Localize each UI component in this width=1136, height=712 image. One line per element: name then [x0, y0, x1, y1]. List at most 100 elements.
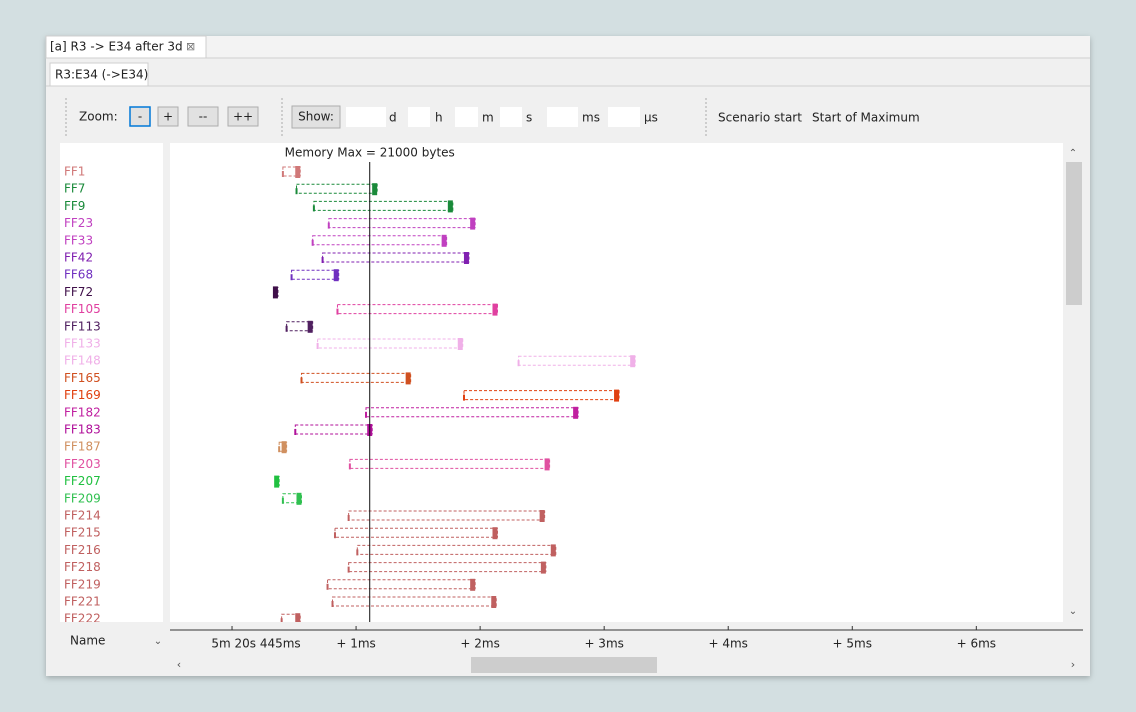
time-input[interactable] [346, 107, 386, 127]
timeline-area [170, 143, 1063, 622]
alloc-start [331, 601, 334, 607]
tick-label: 5m 20s 445ms [211, 637, 300, 651]
row-name: FF23 [64, 216, 93, 230]
unit-label: d [389, 111, 397, 125]
time-input[interactable] [408, 107, 430, 127]
row-name: FF214 [64, 509, 101, 523]
close-icon[interactable]: ⊠ [186, 40, 195, 53]
row-name: FF209 [64, 491, 101, 505]
alloc-end [295, 613, 301, 622]
row-name: FF222 [64, 612, 101, 626]
alloc-end [295, 166, 301, 178]
zoom-button-label: + [163, 110, 173, 124]
alloc-start [281, 171, 284, 177]
alloc-start [294, 429, 297, 435]
alloc-start [348, 463, 351, 470]
link[interactable]: Start of Maximum [812, 111, 920, 125]
zoom-button[interactable] [157, 106, 179, 127]
alloc-end [441, 234, 447, 247]
row-name: FF169 [64, 388, 101, 402]
alloc-start [517, 360, 520, 367]
alloc-start [327, 222, 330, 229]
row-name: FF9 [64, 199, 85, 213]
row-name: FF72 [64, 285, 93, 299]
alloc-start [300, 377, 303, 384]
alloc-end [630, 355, 636, 368]
dropdown[interactable]: ⌄ [154, 636, 162, 647]
alloc-end [307, 320, 313, 333]
alloc-end [447, 200, 453, 213]
alloc-end [272, 286, 278, 299]
alloc-end [539, 510, 545, 522]
zoom-button-label: ++ [233, 110, 253, 124]
alloc-span [463, 390, 620, 401]
alloc-start [290, 274, 293, 281]
scroll-left[interactable]: ‹ [177, 658, 181, 671]
tab-bar [46, 36, 1090, 58]
alloc-end [405, 372, 411, 385]
alloc-end [274, 475, 280, 488]
alloc-end [540, 561, 546, 574]
link[interactable]: Scenario start [718, 111, 802, 125]
row-name: FF207 [64, 474, 101, 488]
time-input[interactable] [608, 107, 640, 127]
row-name: FF182 [64, 405, 101, 419]
alloc-end [550, 544, 556, 557]
scroll-right[interactable]: › [1071, 658, 1075, 671]
zoom-label: Zoom: [79, 110, 118, 124]
row-name: FF33 [64, 233, 93, 247]
alloc-start [326, 583, 329, 590]
memory-max-label: Memory Max = 21000 bytes [285, 146, 455, 160]
alloc-start [312, 205, 315, 212]
row-name: FF216 [64, 543, 101, 557]
scroll-down[interactable]: ⌄ [1069, 606, 1077, 617]
tick-label: + 4ms [708, 637, 747, 651]
tick-label: + 5ms [833, 637, 872, 651]
show-button[interactable] [291, 105, 341, 129]
alloc-span [317, 338, 464, 349]
alloc-start [356, 549, 359, 556]
alloc-end [470, 217, 476, 230]
view-tab-title: R3:E34 (->E34) [55, 68, 148, 82]
alloc-start [316, 343, 319, 349]
alloc-start [278, 446, 281, 453]
alloc-end [614, 389, 620, 402]
row-name: FF218 [64, 560, 101, 574]
time-input[interactable] [547, 107, 578, 127]
zoom-button[interactable] [187, 106, 219, 127]
row-name: FF1 [64, 165, 85, 179]
row-name: FF219 [64, 577, 101, 591]
alloc-end [492, 527, 498, 540]
show-button-label: Show: [298, 110, 334, 124]
row-name: FF148 [64, 354, 101, 368]
row-name: FF187 [64, 440, 101, 454]
alloc-start [364, 411, 367, 418]
row-name: FF133 [64, 337, 101, 351]
alloc-start [321, 257, 324, 263]
zoom-button[interactable] [129, 106, 151, 127]
unit-label: h [435, 111, 443, 125]
row-name: FF42 [64, 251, 93, 265]
row-name: FF113 [64, 319, 101, 333]
alloc-start [347, 515, 350, 521]
name-column-label: Name [70, 634, 105, 648]
tick-label: + 1ms [336, 637, 375, 651]
editor-tab-title: [a] R3 -> E34 after 3d [50, 40, 183, 54]
unit-label: m [482, 111, 494, 125]
alloc-start [336, 308, 339, 315]
time-input[interactable] [455, 107, 478, 127]
zoom-button-label: -- [199, 110, 208, 124]
h-scroll-thumb[interactable] [471, 657, 657, 673]
alloc-end [491, 596, 497, 608]
alloc-end [457, 338, 463, 350]
scroll-up[interactable]: ⌃ [1069, 148, 1077, 159]
row-name: FF215 [64, 526, 101, 540]
time-input[interactable] [500, 107, 522, 127]
alloc-end [296, 492, 302, 505]
v-scroll-thumb[interactable] [1066, 162, 1082, 305]
alloc-end [281, 441, 287, 454]
zoom-button[interactable] [227, 106, 259, 127]
row-name: FF7 [64, 182, 85, 196]
alloc-start [347, 566, 350, 573]
